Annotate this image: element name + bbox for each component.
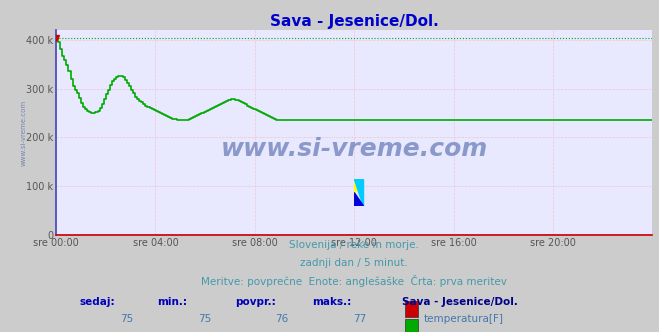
Text: temperatura[F]: temperatura[F]: [424, 314, 504, 324]
Text: 76: 76: [275, 314, 289, 324]
Text: 75: 75: [198, 314, 211, 324]
Text: Slovenija / reke in morje.: Slovenija / reke in morje.: [289, 240, 419, 250]
Text: Meritve: povprečne  Enote: anglešaške  Črta: prva meritev: Meritve: povprečne Enote: anglešaške Črt…: [201, 276, 507, 288]
Title: Sava - Jesenice/Dol.: Sava - Jesenice/Dol.: [270, 14, 439, 29]
Polygon shape: [355, 179, 364, 206]
Text: min.:: min.:: [158, 297, 187, 307]
Polygon shape: [355, 193, 364, 206]
Bar: [405, 319, 418, 332]
Text: Sava - Jesenice/Dol.: Sava - Jesenice/Dol.: [402, 297, 518, 307]
Text: 75: 75: [121, 314, 134, 324]
Text: www.si-vreme.com: www.si-vreme.com: [221, 137, 488, 161]
Text: povpr.:: povpr.:: [235, 297, 275, 307]
Text: sedaj:: sedaj:: [80, 297, 115, 307]
Text: zadnji dan / 5 minut.: zadnji dan / 5 minut.: [301, 258, 408, 268]
Text: www.si-vreme.com: www.si-vreme.com: [20, 100, 26, 166]
Text: 77: 77: [353, 314, 366, 324]
Polygon shape: [355, 179, 364, 193]
Text: maks.:: maks.:: [312, 297, 352, 307]
Bar: [405, 301, 418, 317]
